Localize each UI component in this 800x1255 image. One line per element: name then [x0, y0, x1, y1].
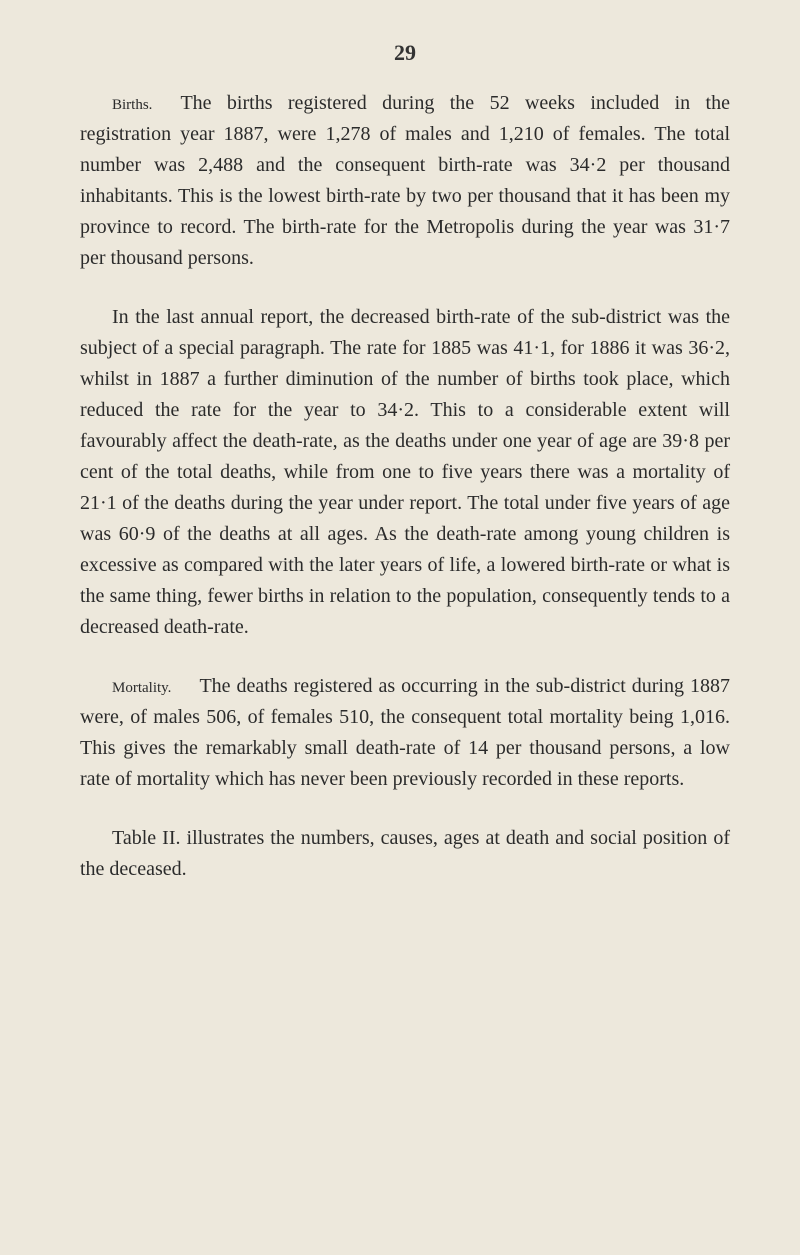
paragraph-analysis: In the last annual report, the decreased… [80, 302, 730, 643]
paragraph-mortality: Mortality.The deaths registered as occur… [80, 671, 730, 795]
document-page: 29 Births.The births registered during t… [0, 0, 800, 963]
paragraph-table-ref: Table II. illustrates the numbers, cause… [80, 823, 730, 885]
paragraph-table-ref-text: Table II. illustrates the numbers, cause… [80, 827, 730, 880]
paragraph-mortality-text: The deaths registered as occurring in th… [80, 675, 730, 790]
paragraph-analysis-text: In the last annual report, the decreased… [80, 306, 730, 638]
margin-label-births: Births. [112, 97, 152, 113]
paragraph-births: Births.The births registered during the … [80, 88, 730, 274]
margin-label-mortality: Mortality. [112, 680, 171, 696]
paragraph-births-text: The births registered during the 52 week… [80, 92, 730, 269]
page-number: 29 [80, 40, 730, 66]
